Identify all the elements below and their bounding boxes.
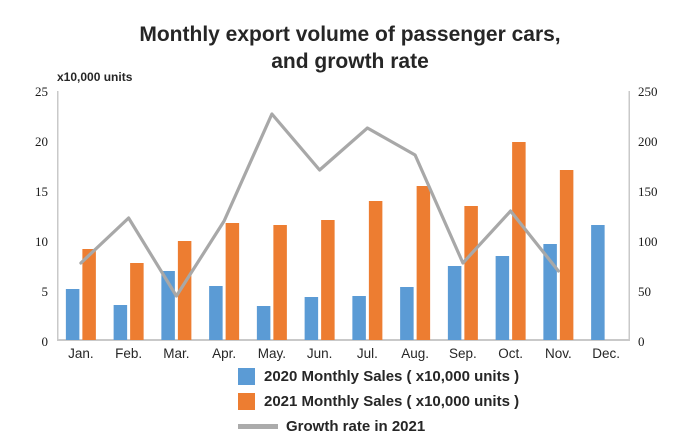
x-axis-label: Oct.: [498, 346, 523, 361]
x-axis-label: Mar.: [163, 346, 190, 361]
plot-area: [57, 91, 630, 341]
right-axis-tick: 200: [638, 134, 658, 149]
x-axis-label: Jul.: [356, 346, 378, 361]
right-axis-tick: 0: [638, 334, 645, 349]
bar-2021-feb: [130, 263, 144, 340]
legend: 2020 Monthly Sales ( x10,000 units ) 2021…: [238, 367, 519, 442]
x-axis-label: Dec.: [592, 346, 620, 361]
bar-2020-dec: [591, 225, 605, 340]
legend-label: 2021 Monthly Sales ( x10,000 units ): [264, 392, 520, 410]
right-axis-tick-labels: 250 200 150 100 50 0: [638, 0, 688, 443]
legend-swatch-square: [238, 367, 255, 385]
bar-2020-sep: [447, 266, 462, 340]
bar-2020-apr: [209, 286, 223, 340]
legend-item: 2020 Monthly Sales ( x10,000 units ): [238, 367, 519, 385]
bar-2020-oct: [495, 256, 510, 340]
legend-item: 2021 Monthly Sales ( x10,000 units ): [238, 392, 519, 410]
left-axis-tick: 20: [35, 134, 48, 149]
bar-2021-jul: [368, 201, 383, 340]
bar-2020-jan: [65, 289, 80, 340]
bar-2021-aug: [416, 186, 431, 340]
x-axis-labels: Jan. Feb. Mar. Apr. May. Jun. Jul. Aug. Sep. Oct.…: [57, 346, 630, 364]
bar-2021-sep: [464, 206, 478, 340]
growth-rate-line: [79, 112, 560, 298]
x-axis-label: Aug.: [401, 346, 430, 361]
legend-swatch-line: [238, 423, 278, 429]
x-axis-label: Apr.: [212, 346, 237, 361]
bar-2021-apr: [225, 223, 240, 340]
bar-2021-may: [273, 225, 287, 340]
right-axis-tick: 250: [638, 84, 658, 99]
bar-2020-jun: [304, 297, 319, 340]
x-axis-label: Jan.: [68, 346, 94, 361]
right-axis-tick: 50: [638, 284, 651, 299]
chart-title-line1: Monthly export volume of passenger cars,: [139, 23, 561, 46]
bar-2020-jul: [352, 296, 366, 340]
chart-title: Monthly export volume of passenger cars,…: [0, 21, 700, 75]
bar-2020-may: [256, 306, 271, 340]
bar-2021-mar: [177, 241, 192, 340]
left-axis-tick: 15: [35, 184, 48, 199]
bar-2020-feb: [113, 305, 128, 340]
legend-label: Growth rate in 2021: [286, 417, 426, 435]
right-axis-tick: 150: [638, 184, 658, 199]
legend-item: Growth rate in 2021: [238, 417, 519, 435]
left-axis-tick: 25: [35, 84, 48, 99]
x-axis-label: May.: [257, 346, 286, 361]
bar-2021-jun: [321, 220, 335, 340]
chart-title-line2: and growth rate: [271, 50, 429, 73]
bar-2020-aug: [400, 287, 414, 340]
x-axis-label: Jun.: [306, 346, 333, 361]
x-axis-label: Sep.: [448, 346, 477, 361]
bar-2020-nov: [543, 244, 557, 340]
legend-swatch-square: [238, 392, 255, 410]
left-axis-unit-label: x10,000 units: [57, 70, 133, 84]
bar-2021-nov: [559, 170, 574, 340]
x-axis-label: Nov.: [544, 346, 572, 361]
right-axis-tick: 100: [638, 234, 658, 249]
x-axis-label: Feb.: [115, 346, 143, 361]
left-axis-tick-labels: 25 20 15 10 5 0: [0, 0, 48, 443]
bar-2021-oct: [512, 142, 526, 340]
bar-2021-jan: [82, 249, 96, 340]
left-axis-tick: 10: [35, 234, 48, 249]
legend-label: 2020 Monthly Sales ( x10,000 units ): [264, 367, 520, 385]
left-axis-tick: 0: [41, 334, 49, 349]
left-axis-tick: 5: [41, 284, 49, 299]
